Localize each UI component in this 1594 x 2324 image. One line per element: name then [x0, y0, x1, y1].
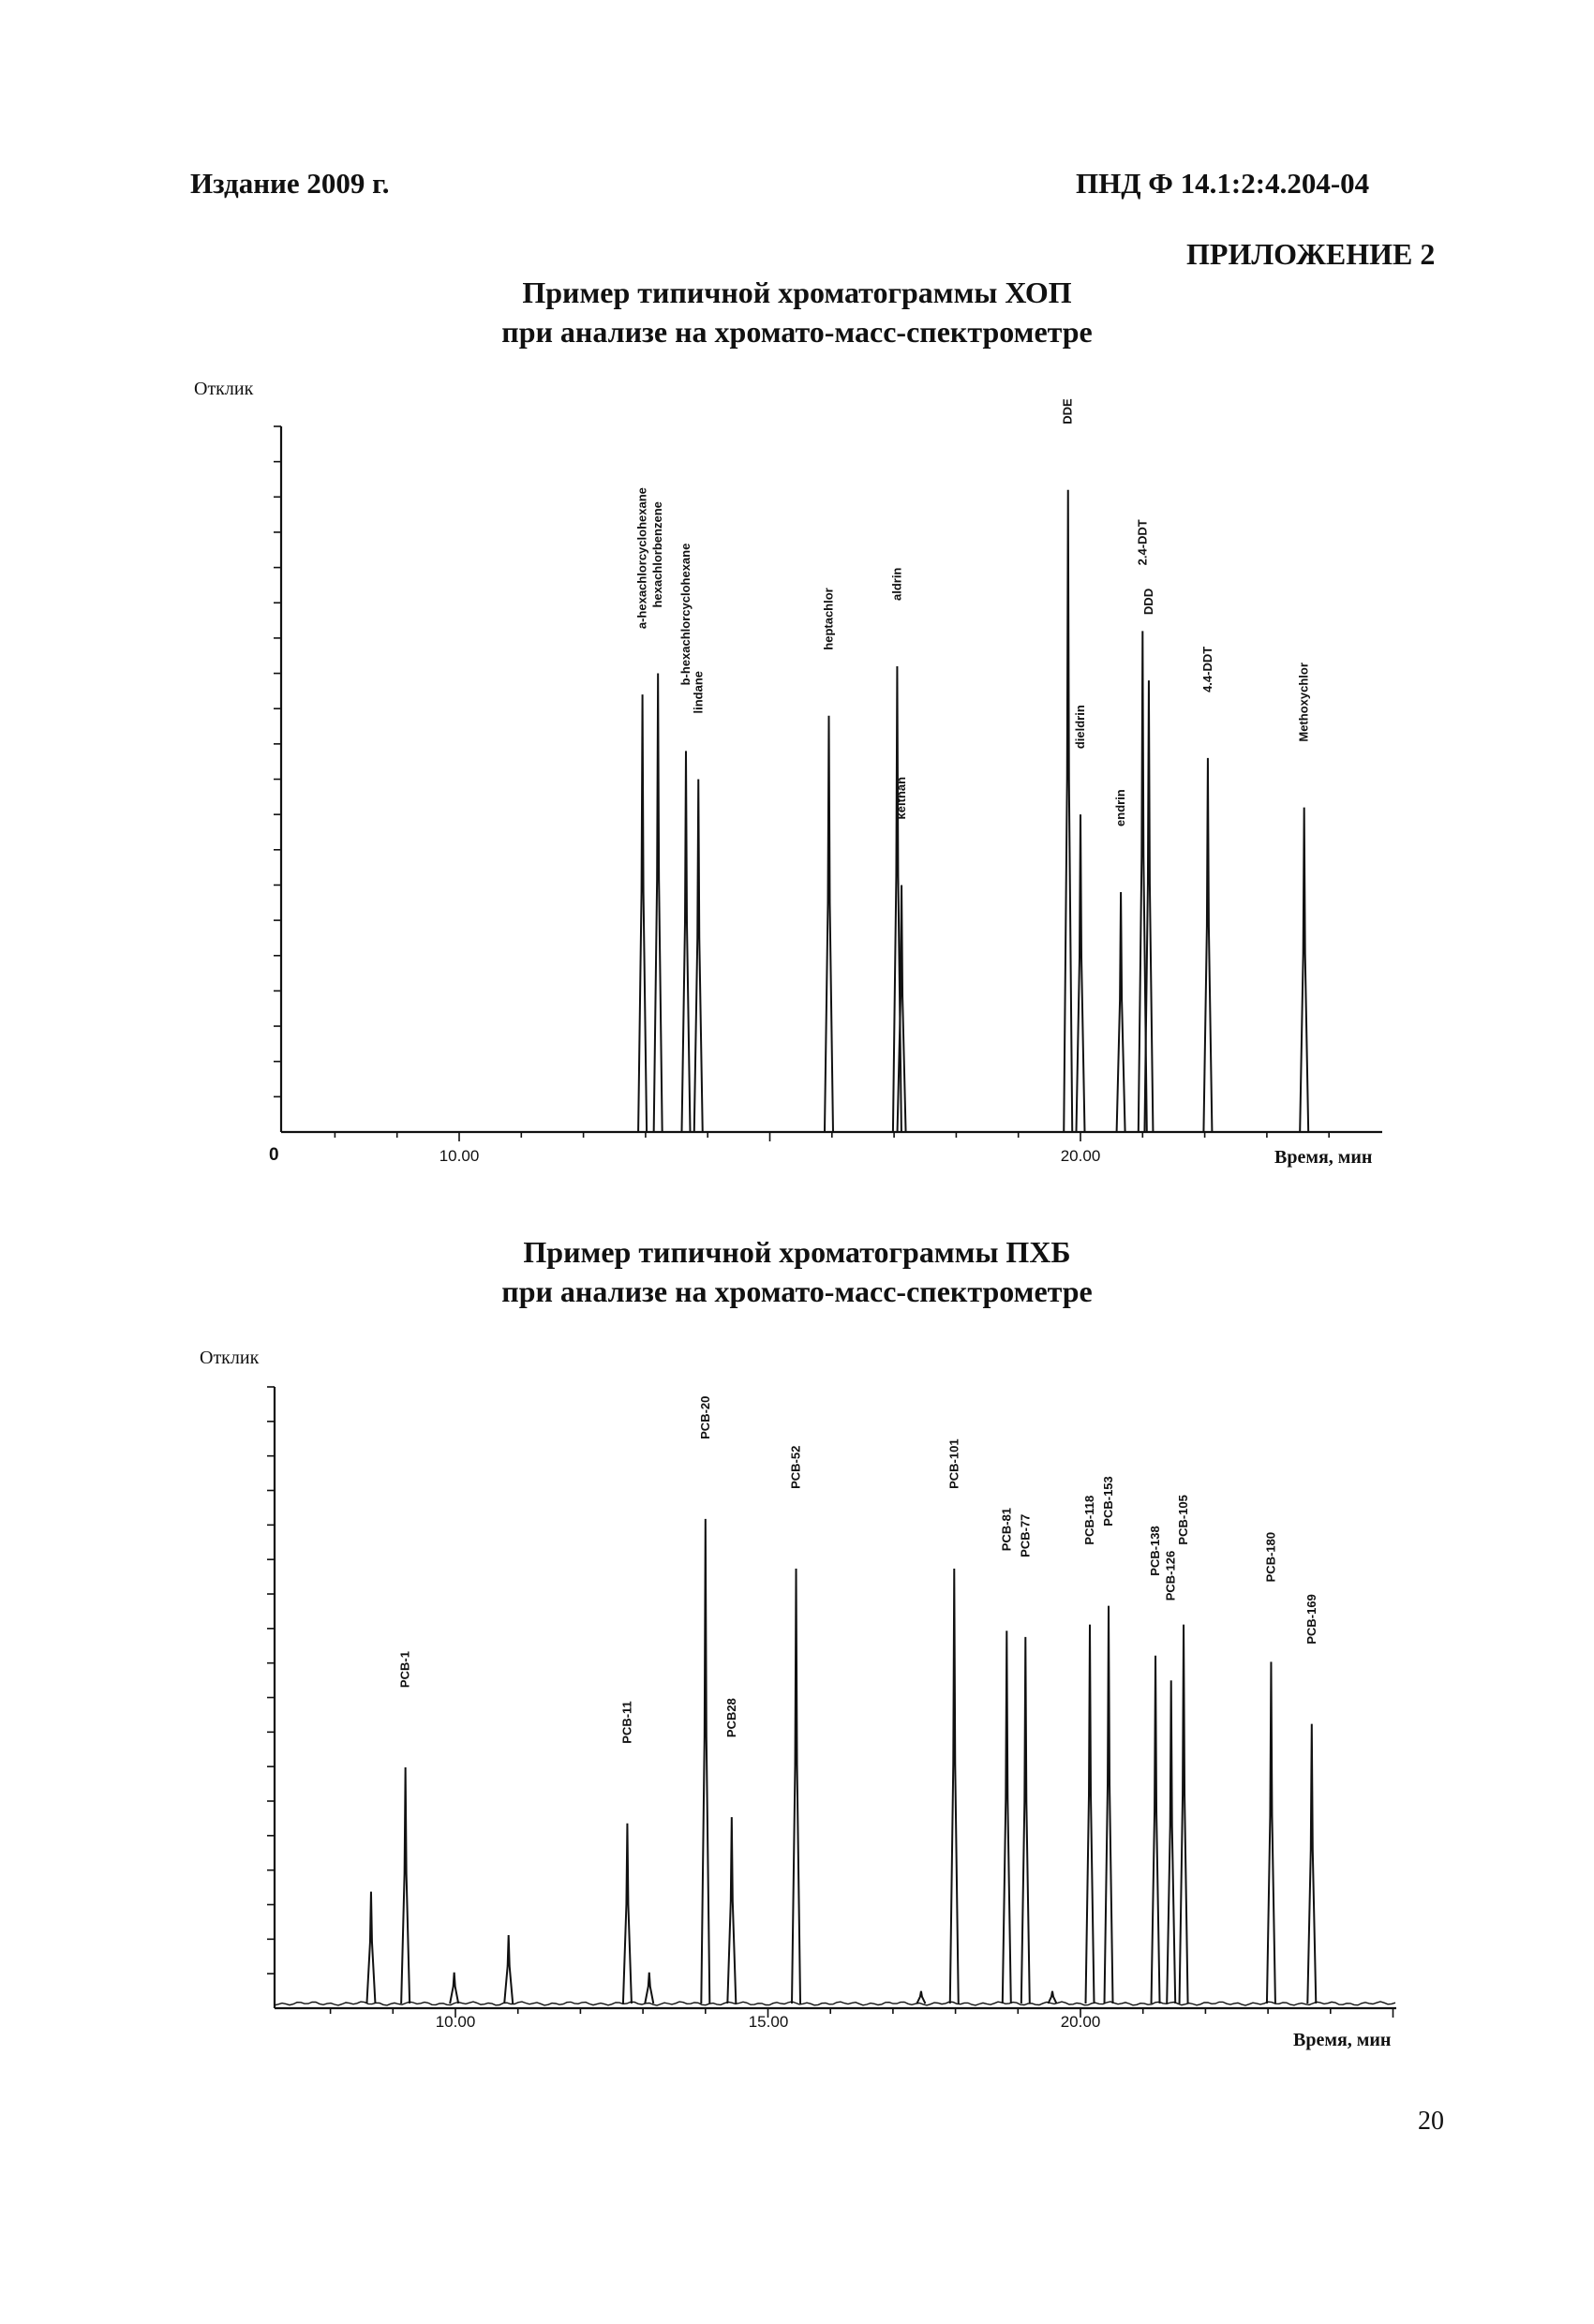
peak — [896, 885, 907, 1133]
peak-label: PCB-118 — [1082, 1496, 1096, 1545]
chromatogram-2-y-label: Отклик — [200, 1348, 260, 1368]
chromatogram-1-x-tick: 20.00 — [1060, 1147, 1101, 1165]
peak — [1143, 680, 1155, 1133]
baseline-trace — [274, 2001, 1396, 2006]
peak — [891, 666, 902, 1133]
peak-label: PCB-101 — [946, 1438, 961, 1488]
peak-label: PCB-1 — [398, 1651, 412, 1688]
peak-label: PCB-77 — [1018, 1514, 1032, 1557]
peak-label: b-hexachlorcyclohexane — [678, 544, 693, 686]
peak-label: PCB-138 — [1148, 1526, 1162, 1575]
peak — [823, 715, 834, 1133]
document-number: ПНД Ф 14.1:2:4.204-04 — [1076, 167, 1370, 200]
peak — [726, 1817, 737, 2004]
peak-label: 4.4-DDT — [1200, 647, 1214, 693]
peak — [1047, 1990, 1058, 2004]
chromatogram-1-x-label: Время, мин — [1274, 1147, 1373, 1168]
peak-label: PCB-81 — [999, 1508, 1013, 1551]
peak — [1075, 814, 1086, 1133]
peak — [637, 694, 648, 1133]
chromatogram-2-x-tick: 15.00 — [748, 2013, 789, 2031]
peak-label: PCB-153 — [1101, 1476, 1115, 1526]
peak — [621, 1823, 633, 2004]
chromatogram-1-x-tick: 10.00 — [439, 1147, 480, 1165]
peak-label: kelthan — [894, 777, 908, 820]
peak-label: aldrin — [889, 568, 903, 601]
peak — [1306, 1723, 1318, 2004]
chromatogram-2-title-line2: при анализе на хромато-масс-спектрометре — [501, 1274, 1093, 1308]
peak — [652, 673, 663, 1133]
peak — [1063, 489, 1074, 1133]
peak — [916, 1990, 927, 2004]
peak — [1202, 757, 1214, 1133]
peak-label: PCB-52 — [789, 1446, 803, 1489]
peak-label: PCB-11 — [619, 1701, 633, 1744]
peak — [449, 1972, 460, 2004]
chromatogram-1-plot: a-hexachlorcyclohexane hexachlorbenzene b-… — [274, 398, 1382, 1141]
peak-label: heptachlor — [821, 588, 835, 649]
chromatogram-2-x-label: Время, мин — [1293, 2030, 1392, 2050]
peak — [400, 1767, 411, 2004]
peak-label: PCB-105 — [1176, 1495, 1190, 1544]
peak — [1001, 1631, 1012, 2004]
peak — [1150, 1655, 1161, 2004]
peak — [680, 751, 692, 1133]
peak-label: DDE — [1061, 398, 1075, 425]
chromatogram-1-title: Пример типичной хроматограммы ХОП при ан… — [0, 273, 1594, 351]
peak — [365, 1891, 377, 2004]
chromatogram-2-title-line1: Пример типичной хроматограммы ПХБ — [523, 1235, 1071, 1269]
appendix-label: ПРИЛОЖЕНИЕ 2 — [1186, 237, 1436, 271]
peak-label: 2.4-DDT — [1135, 519, 1149, 565]
peak-label: PCB-169 — [1304, 1594, 1318, 1644]
chromatogram-1-origin-label: 0 — [269, 1145, 279, 1165]
chromatogram-1-title-line1: Пример типичной хроматограммы ХОП — [522, 276, 1072, 309]
peak-label: endrin — [1113, 789, 1127, 827]
peak — [503, 1935, 514, 2004]
peak — [1137, 631, 1148, 1133]
chromatogram-2-plot: PCB-1 PCB-11 PCB-20 PCB28 PCB-52 PCB-101 PCB-8… — [267, 1386, 1396, 2018]
chromatogram-2-x-tick: 10.00 — [435, 2013, 476, 2031]
peak-label: Methoxychlor — [1297, 663, 1311, 742]
peak-label: PCB28 — [724, 1698, 738, 1737]
peak — [1178, 1624, 1189, 2004]
chromatogram-2-x-tick: 20.00 — [1060, 2013, 1101, 2031]
peak-label: a-hexachlorcyclohexane — [635, 487, 649, 629]
peak-label: hexachlorbenzene — [650, 501, 664, 607]
peak — [1166, 1680, 1177, 2004]
peak — [1103, 1605, 1114, 2004]
peak — [948, 1568, 960, 2004]
peak-label: lindane — [691, 671, 705, 714]
peak — [1020, 1636, 1031, 2004]
peak — [1299, 807, 1310, 1133]
peak-label: PCB-20 — [698, 1396, 712, 1439]
peak — [693, 779, 704, 1133]
peak — [1084, 1624, 1095, 2004]
edition-label: Издание 2009 г. — [190, 167, 390, 200]
chromatogram-2-title: Пример типичной хроматограммы ПХБ при ан… — [0, 1232, 1594, 1311]
peak-label: PCB-180 — [1263, 1532, 1277, 1582]
peak-label: DDD — [1141, 588, 1155, 615]
peak — [644, 1972, 655, 2004]
peak — [791, 1568, 802, 2004]
peak — [1115, 891, 1126, 1133]
page-number: 20 — [1418, 2107, 1444, 2136]
peak — [1265, 1661, 1276, 2004]
chromatogram-1-y-label: Отклик — [194, 379, 254, 399]
peak-label: PCB-126 — [1164, 1551, 1178, 1601]
peak — [700, 1518, 711, 2004]
chromatogram-1-title-line2: при анализе на хромато-масс-спектрометре — [501, 315, 1093, 349]
peak-label: dieldrin — [1073, 705, 1087, 749]
